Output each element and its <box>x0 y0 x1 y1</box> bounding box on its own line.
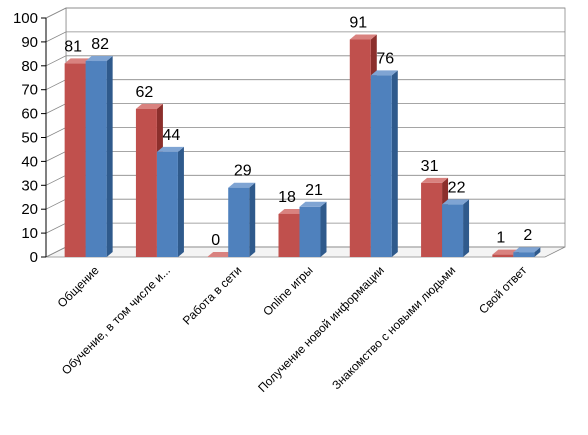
bar-top <box>349 34 377 40</box>
bar-side <box>249 182 256 257</box>
data-label: 22 <box>448 179 466 196</box>
y-tick-label: 40 <box>21 153 38 170</box>
y-tick-label: 80 <box>21 58 38 75</box>
gridline <box>45 31 565 43</box>
data-label: 81 <box>64 38 82 55</box>
data-labels: 81 82 62 44 0 29 18 21 91 76 31 22 1 2 <box>64 15 532 249</box>
data-label: 62 <box>136 84 154 101</box>
bar <box>370 75 392 257</box>
bar <box>349 39 371 258</box>
data-label: 1 <box>496 230 505 247</box>
y-tick-label: 90 <box>21 34 38 51</box>
bar <box>156 151 178 257</box>
x-tick-label: Работа в сети <box>180 263 244 327</box>
y-tick-label: 100 <box>13 10 38 27</box>
bar <box>421 182 443 257</box>
x-tick-label: Online игры <box>260 263 315 318</box>
data-label: 2 <box>523 227 532 244</box>
bar-top <box>442 199 470 205</box>
y-tick-label: 0 <box>30 249 38 266</box>
y-tick-label: 20 <box>21 201 38 218</box>
data-label: 44 <box>163 127 181 144</box>
bar <box>85 61 107 257</box>
y-axis: 0 10 20 30 40 50 60 70 80 90 100 <box>13 10 47 266</box>
bar-top <box>299 201 327 207</box>
bar-top <box>228 182 256 188</box>
y-tick-label: 30 <box>21 177 38 194</box>
bar-side <box>320 201 327 257</box>
bar <box>135 108 157 257</box>
y-tick-label: 10 <box>21 225 38 242</box>
y-tick-label: 50 <box>21 130 38 147</box>
bar-side <box>391 70 398 257</box>
bar-top <box>370 70 398 76</box>
data-label: 91 <box>349 15 367 32</box>
bar <box>442 204 464 257</box>
x-tick-label: Общение <box>55 263 102 310</box>
x-tick-label: Свой ответ <box>476 263 530 317</box>
bar-side <box>106 56 113 257</box>
bar-top <box>85 56 113 62</box>
bar-top <box>135 103 163 109</box>
bar-top <box>278 208 306 214</box>
bars <box>64 34 541 258</box>
bar-top <box>421 177 449 183</box>
gridline <box>45 55 565 67</box>
bar <box>513 252 535 257</box>
data-label: 18 <box>278 189 296 206</box>
x-tick-label: Знакомство с новыми людьми <box>329 263 458 392</box>
bar-side <box>177 146 184 257</box>
gridline <box>45 7 565 19</box>
bar-top <box>156 146 184 152</box>
data-label: 21 <box>305 182 323 199</box>
bar <box>64 63 86 257</box>
bar-top <box>64 58 92 64</box>
bar-top <box>207 252 235 257</box>
bar <box>299 206 321 257</box>
bar <box>278 213 300 257</box>
data-label: 76 <box>376 50 394 67</box>
bar-side <box>463 199 470 257</box>
data-label: 82 <box>91 36 109 53</box>
bar <box>492 254 514 257</box>
bar <box>228 187 250 257</box>
data-label: 29 <box>234 163 252 180</box>
data-label: 31 <box>421 158 439 175</box>
y-tick-label: 60 <box>21 106 38 123</box>
bar-side <box>534 247 541 257</box>
bar-top <box>492 249 520 255</box>
bar-top <box>513 247 541 253</box>
data-label: 0 <box>211 232 220 249</box>
y-tick-label: 70 <box>21 82 38 99</box>
x-tick-label: Получение новой информации <box>255 263 387 395</box>
